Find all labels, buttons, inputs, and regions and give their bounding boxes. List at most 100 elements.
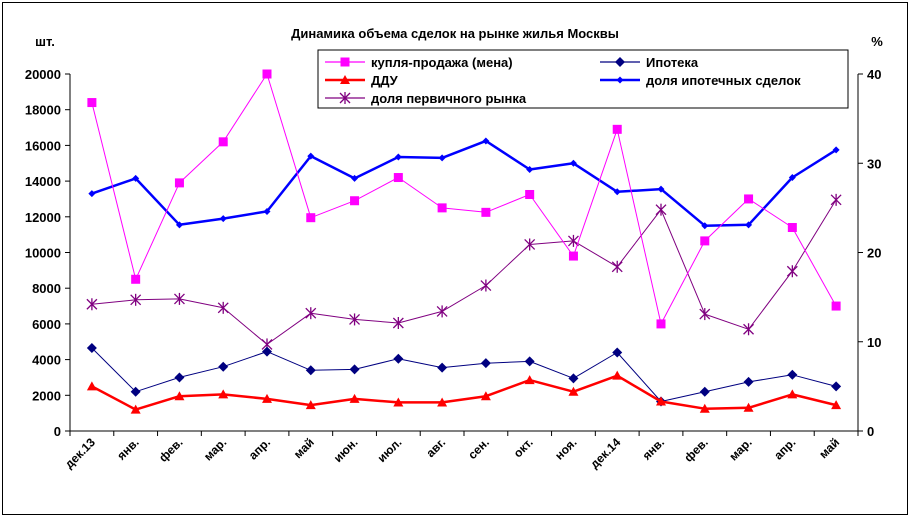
y-right-tick-label: 0 bbox=[867, 424, 874, 439]
data-point-diamond bbox=[438, 154, 446, 162]
y-right-tick-label: 40 bbox=[867, 67, 881, 82]
data-point-asterisk bbox=[786, 265, 798, 278]
x-tick-label: июл. bbox=[375, 435, 405, 465]
y-left-tick-label: 4000 bbox=[32, 353, 61, 368]
data-point-square bbox=[340, 57, 350, 67]
data-point-asterisk bbox=[173, 292, 185, 305]
y-left-tick-label: 6000 bbox=[32, 317, 61, 332]
data-point-square bbox=[262, 69, 272, 79]
y-left-tick-label: 10000 bbox=[25, 246, 61, 261]
y-left-tick-label: 0 bbox=[54, 424, 61, 439]
series-layer bbox=[86, 69, 842, 414]
data-point-square bbox=[787, 223, 797, 233]
data-point-triangle bbox=[86, 381, 97, 391]
data-point-square bbox=[437, 203, 447, 213]
data-point-diamond bbox=[699, 386, 710, 397]
data-point-triangle bbox=[743, 402, 754, 412]
legend-box bbox=[317, 49, 849, 109]
legend-item-1: Ипотека bbox=[600, 55, 699, 70]
y-left-tick-label: 2000 bbox=[32, 388, 61, 403]
data-point-diamond bbox=[743, 376, 754, 387]
x-tick-label: окт. bbox=[511, 435, 536, 460]
x-tick-label: фев. bbox=[156, 435, 186, 465]
data-point-square bbox=[744, 194, 754, 204]
chart-title: Динамика объема сделок на рынке жилья Мо… bbox=[291, 26, 619, 41]
x-tick-label: фев. bbox=[681, 435, 711, 465]
data-point-diamond bbox=[701, 222, 709, 230]
data-point-diamond bbox=[394, 153, 402, 161]
data-point-diamond bbox=[132, 174, 140, 182]
data-point-diamond bbox=[616, 76, 624, 84]
data-point-triangle bbox=[656, 396, 666, 406]
data-point-diamond bbox=[832, 146, 840, 154]
data-point-diamond bbox=[745, 221, 753, 229]
data-point-diamond bbox=[393, 353, 404, 364]
legend-label: доля ипотечных сделок bbox=[646, 73, 801, 88]
data-point-asterisk bbox=[743, 323, 755, 336]
data-point-triangle bbox=[393, 397, 404, 407]
data-point-diamond bbox=[787, 369, 798, 380]
x-tick-label: июн. bbox=[331, 435, 361, 465]
legend-label: купля-продажа (мена) bbox=[371, 55, 513, 70]
data-point-asterisk bbox=[655, 203, 667, 216]
data-point-diamond bbox=[88, 190, 96, 198]
data-point-diamond bbox=[218, 361, 229, 372]
x-tick-label: янв. bbox=[114, 435, 142, 463]
legend-item-3: доля ипотечных сделок bbox=[600, 73, 801, 88]
data-point-triangle bbox=[437, 397, 448, 407]
data-point-triangle bbox=[787, 389, 798, 399]
data-point-diamond bbox=[305, 365, 316, 376]
legend-item-2: ДДУ bbox=[325, 73, 399, 88]
series-line bbox=[91, 139, 837, 227]
y-left-tick-label: 8000 bbox=[32, 281, 61, 296]
legend: купля-продажа (мена) Ипотека ДДУ доля ипоте… bbox=[317, 49, 849, 109]
x-tick-label: ноя. bbox=[552, 435, 579, 462]
data-point-diamond bbox=[569, 159, 577, 167]
x-tick-label: май bbox=[291, 435, 317, 461]
series-3 bbox=[88, 137, 840, 230]
data-point-triangle bbox=[524, 375, 535, 385]
data-point-diamond bbox=[615, 57, 625, 67]
data-point-diamond bbox=[788, 174, 796, 182]
data-point-asterisk bbox=[305, 307, 317, 320]
data-point-square bbox=[481, 207, 491, 217]
data-point-diamond bbox=[262, 346, 272, 357]
x-tick-label: мар. bbox=[726, 435, 754, 463]
data-point-triangle bbox=[174, 391, 185, 401]
data-point-diamond bbox=[307, 152, 315, 160]
x-tick-label: дек.14 bbox=[587, 435, 623, 471]
data-point-asterisk bbox=[830, 193, 842, 206]
data-point-triangle bbox=[568, 386, 579, 396]
data-point-square bbox=[174, 178, 184, 188]
data-point-triangle bbox=[831, 400, 842, 410]
data-point-diamond bbox=[613, 188, 621, 196]
axes: 0 2000 4000 6000 8000 10000 12000 14000 16000 180… bbox=[25, 67, 882, 471]
data-point-diamond bbox=[612, 347, 623, 358]
x-tick-label: апр. bbox=[771, 435, 798, 462]
data-point-square bbox=[525, 189, 535, 199]
y-left-tick-label: 20000 bbox=[25, 67, 61, 82]
data-point-diamond bbox=[480, 358, 491, 369]
y-left-tick-label: 14000 bbox=[25, 174, 61, 189]
data-point-triangle bbox=[612, 370, 623, 380]
data-point-asterisk bbox=[524, 238, 536, 251]
y-left-tick-label: 12000 bbox=[25, 210, 61, 225]
data-point-diamond bbox=[657, 185, 665, 193]
data-point-square bbox=[131, 274, 141, 284]
data-point-square bbox=[568, 251, 578, 261]
data-point-triangle bbox=[699, 403, 710, 413]
series-line bbox=[91, 199, 837, 345]
series-4 bbox=[86, 193, 842, 351]
data-point-triangle bbox=[305, 400, 316, 410]
data-point-triangle bbox=[349, 393, 360, 403]
data-point-asterisk bbox=[349, 313, 361, 326]
data-point-asterisk bbox=[130, 293, 142, 306]
data-point-triangle bbox=[262, 393, 272, 403]
y-axis-right-unit-label: % bbox=[871, 34, 883, 49]
data-point-diamond bbox=[219, 215, 227, 223]
data-point-asterisk bbox=[699, 308, 711, 321]
data-point-triangle bbox=[340, 75, 350, 84]
data-point-diamond bbox=[568, 373, 579, 384]
y-left-tick-label: 16000 bbox=[25, 138, 61, 153]
